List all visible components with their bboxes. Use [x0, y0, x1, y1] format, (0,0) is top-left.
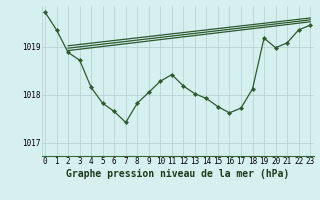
X-axis label: Graphe pression niveau de la mer (hPa): Graphe pression niveau de la mer (hPa)	[66, 169, 289, 179]
